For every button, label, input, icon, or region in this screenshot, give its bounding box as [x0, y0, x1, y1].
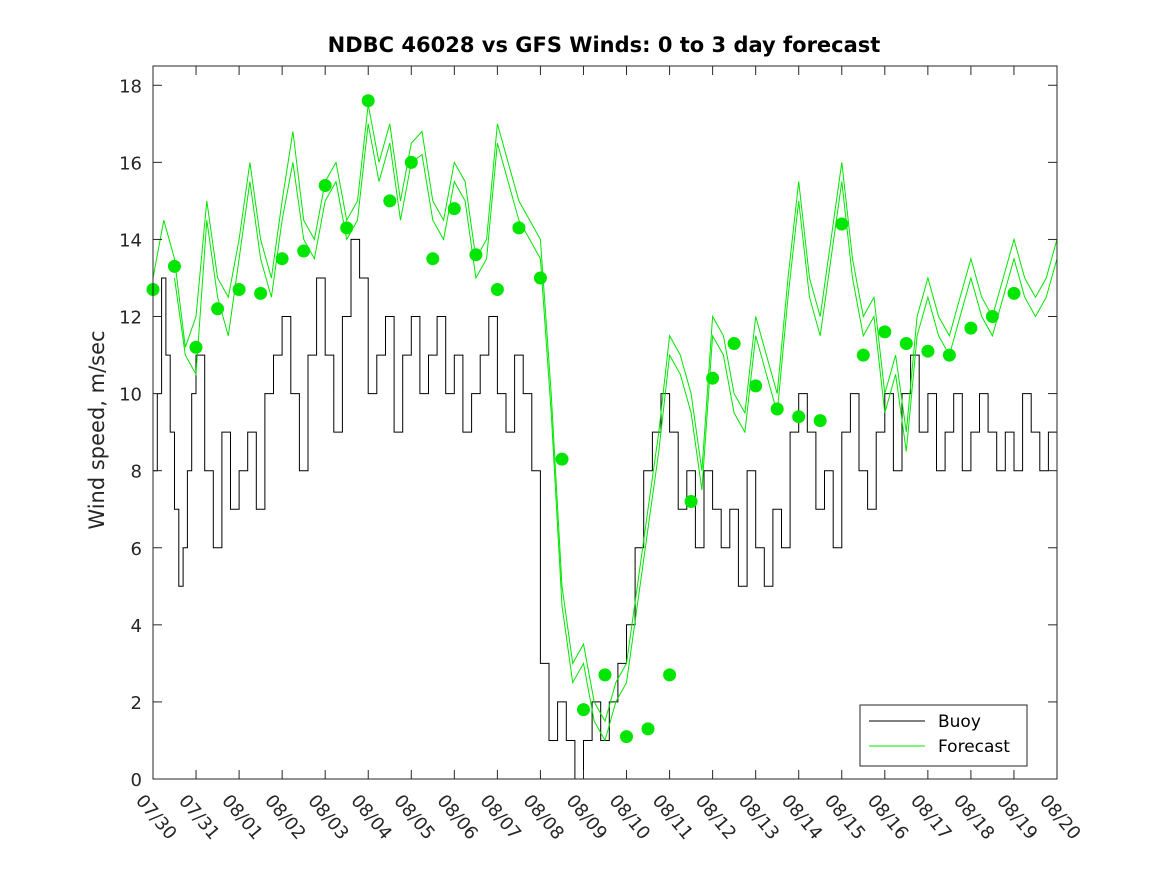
forecast-marker	[490, 283, 504, 296]
forecast-marker	[275, 252, 289, 266]
forecast-marker	[168, 259, 181, 273]
legend-box	[859, 704, 1028, 767]
forecast-marker	[985, 310, 999, 323]
forecast-marker	[577, 703, 590, 717]
forecast-marker	[426, 252, 440, 266]
x-tick-label: 08/19	[992, 791, 1041, 844]
forecast-marker	[792, 410, 806, 424]
x-tick-label: 07/31	[174, 791, 223, 844]
legend-buoy-label: Buoy	[938, 712, 981, 732]
forecast-marker	[340, 221, 354, 235]
x-tick-label: 08/14	[777, 791, 826, 844]
y-tick-label: 4	[131, 616, 142, 637]
forecast-marker	[878, 325, 892, 339]
x-tick-label: 08/01	[217, 791, 266, 844]
forecast-marker	[770, 402, 784, 416]
axes-frame	[152, 65, 1058, 780]
y-axis-label: Wind speed, m/sec	[85, 330, 109, 529]
forecast-marker	[404, 155, 418, 169]
forecast-marker	[921, 344, 935, 358]
x-tick-label: 08/09	[562, 791, 611, 844]
x-tick-label: 08/03	[303, 791, 352, 844]
x-tick-label: 07/30	[131, 791, 180, 844]
y-tick-label: 18	[119, 76, 142, 97]
y-tick-label: 0	[131, 770, 142, 791]
forecast-marker	[533, 271, 547, 285]
y-tick-label: 6	[131, 539, 142, 560]
forecast-marker	[641, 722, 655, 736]
y-tick-label: 12	[119, 308, 142, 329]
chart-title: NDBC 46028 vs GFS Winds: 0 to 3 day fore…	[328, 33, 881, 57]
y-tick-label: 8	[131, 462, 142, 483]
forecast-series-line-1	[152, 104, 1058, 723]
x-tick-label: 08/17	[906, 791, 955, 844]
x-tick-label: 08/13	[734, 791, 783, 844]
forecast-marker	[555, 452, 569, 466]
y-tick-label: 16	[119, 153, 142, 174]
buoy-series-line	[153, 238, 1058, 780]
x-tick-label: 08/18	[949, 791, 998, 844]
forecast-marker	[469, 248, 483, 262]
forecast-marker	[684, 495, 698, 508]
x-tick-label: 08/04	[346, 791, 395, 844]
x-tick-label: 08/20	[1035, 791, 1084, 844]
y-tick-label: 10	[119, 385, 142, 406]
x-tick-label: 08/15	[820, 791, 869, 844]
x-tick-label: 08/05	[389, 791, 438, 844]
x-tick-label: 08/06	[433, 791, 482, 844]
x-tick-label: 08/16	[863, 791, 912, 844]
forecast-marker	[254, 286, 268, 300]
forecast-marker	[964, 321, 978, 335]
legend-forecast-label: Forecast	[938, 737, 1010, 757]
x-tick-label: 08/07	[476, 791, 525, 844]
forecast-marker	[512, 221, 526, 235]
plot-area	[146, 94, 1058, 780]
forecast-marker	[835, 217, 849, 231]
x-tick-label: 08/08	[519, 791, 568, 844]
forecast-marker	[856, 348, 870, 362]
forecast-marker	[813, 414, 827, 428]
forecast-marker	[211, 302, 225, 316]
legend: Buoy Forecast	[859, 704, 1028, 767]
forecast-marker	[663, 668, 677, 682]
forecast-marker	[447, 202, 461, 216]
forecast-marker	[318, 179, 332, 192]
forecast-marker	[189, 340, 203, 354]
forecast-marker	[297, 244, 311, 258]
forecast-marker	[749, 379, 763, 393]
x-tick-label: 08/10	[605, 791, 654, 844]
forecast-series-line-2	[174, 123, 1058, 742]
y-tick-label: 14	[119, 230, 142, 251]
forecast-marker	[598, 668, 612, 682]
x-tick-label: 08/11	[648, 791, 697, 844]
y-tick-label: 2	[131, 693, 142, 714]
forecast-marker	[1007, 286, 1021, 300]
forecast-marker	[942, 348, 956, 362]
forecast-marker	[383, 194, 397, 208]
forecast-marker	[706, 371, 720, 385]
forecast-marker	[727, 337, 741, 350]
forecast-marker	[620, 730, 633, 744]
forecast-marker	[232, 283, 246, 296]
forecast-marker	[361, 94, 375, 108]
x-tick-label: 08/02	[260, 791, 309, 844]
forecast-marker	[899, 337, 913, 350]
x-tick-label: 08/12	[691, 791, 740, 844]
